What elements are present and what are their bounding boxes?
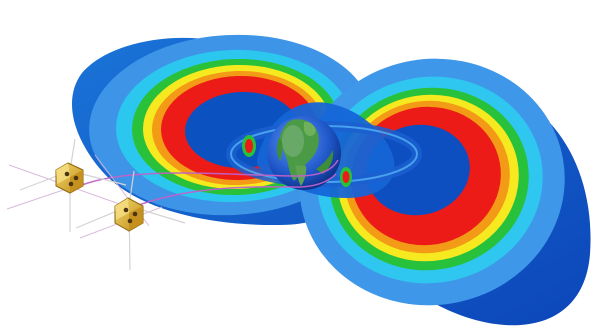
satellite-icon-right <box>75 170 186 271</box>
orbit-lines <box>81 159 339 207</box>
left-inner-pocket-core <box>245 139 253 153</box>
right-inner-pocket-core <box>342 171 350 183</box>
right-belt-inner-blue <box>366 124 470 216</box>
satellite-icon-left <box>19 138 127 232</box>
